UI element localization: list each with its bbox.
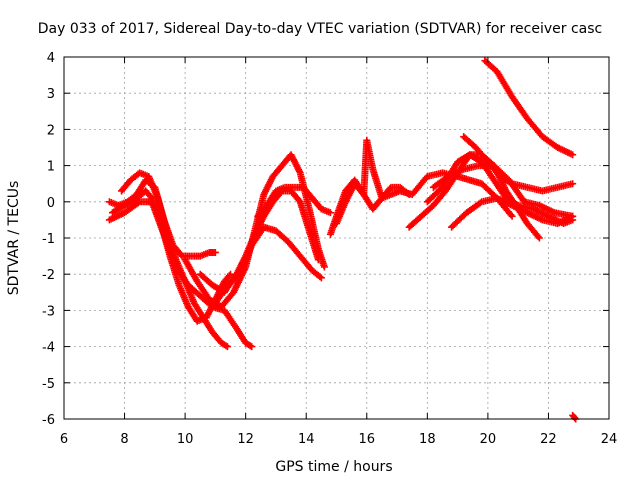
data-point — [314, 256, 322, 264]
data-point — [225, 272, 233, 280]
x-tick-label: 20 — [480, 432, 497, 447]
x-tick-label: 14 — [298, 432, 315, 447]
x-tick-label: 8 — [120, 432, 128, 447]
y-tick-label: 1 — [47, 160, 55, 175]
series-track-16 — [481, 57, 577, 159]
data-point — [569, 151, 577, 159]
data-point — [134, 199, 142, 207]
data-point — [246, 342, 254, 350]
y-tick-label: 0 — [47, 196, 55, 211]
x-tick-label: 12 — [237, 432, 254, 447]
series-track-8 — [254, 183, 334, 220]
data-point — [508, 212, 516, 220]
data-point — [464, 152, 472, 160]
series-track-9 — [326, 176, 413, 238]
series-track-15 — [460, 133, 577, 195]
chart-title: Day 033 of 2017, Sidereal Day-to-day VTE… — [38, 21, 602, 37]
data-point — [507, 179, 515, 187]
x-tick-label: 18 — [419, 432, 436, 447]
y-tick-label: -4 — [42, 341, 55, 356]
data-point — [316, 273, 324, 281]
data-point — [317, 274, 325, 282]
data-point — [248, 343, 256, 351]
x-tick-label: 6 — [60, 432, 68, 447]
y-tick-label: -3 — [42, 304, 55, 319]
data-point — [534, 233, 542, 241]
x-tick-label: 10 — [177, 432, 194, 447]
y-tick-label: -6 — [42, 413, 55, 428]
series-track-10 — [333, 136, 516, 228]
data-point — [227, 270, 235, 278]
data-point — [535, 234, 543, 242]
data-point — [569, 180, 577, 188]
data-point — [571, 414, 579, 422]
y-axis-label: SDTVAR / TECUs — [6, 181, 22, 296]
y-tick-label: 2 — [47, 123, 55, 138]
data-point — [224, 343, 231, 351]
x-tick-label: 24 — [601, 432, 618, 447]
x-axis-label: GPS time / hours — [275, 459, 392, 475]
data-point — [326, 209, 334, 217]
y-tick-label: -2 — [42, 268, 55, 283]
y-tick-label: 4 — [47, 51, 55, 66]
data-point — [569, 212, 577, 220]
data-series — [105, 57, 580, 423]
x-tick-label: 22 — [540, 432, 557, 447]
x-tick-label: 16 — [359, 432, 376, 447]
series-track-4 — [105, 198, 256, 351]
y-tick-label: -5 — [42, 377, 55, 392]
data-point — [211, 248, 219, 256]
y-tick-label: 3 — [47, 87, 55, 102]
y-tick-label: -1 — [42, 232, 55, 247]
series-track-17 — [569, 411, 580, 423]
grid-lines — [64, 57, 609, 419]
data-point — [222, 342, 230, 350]
series-track-13 — [448, 194, 577, 231]
series-track-7 — [211, 223, 325, 307]
data-point — [320, 263, 328, 271]
data-point — [507, 211, 515, 219]
